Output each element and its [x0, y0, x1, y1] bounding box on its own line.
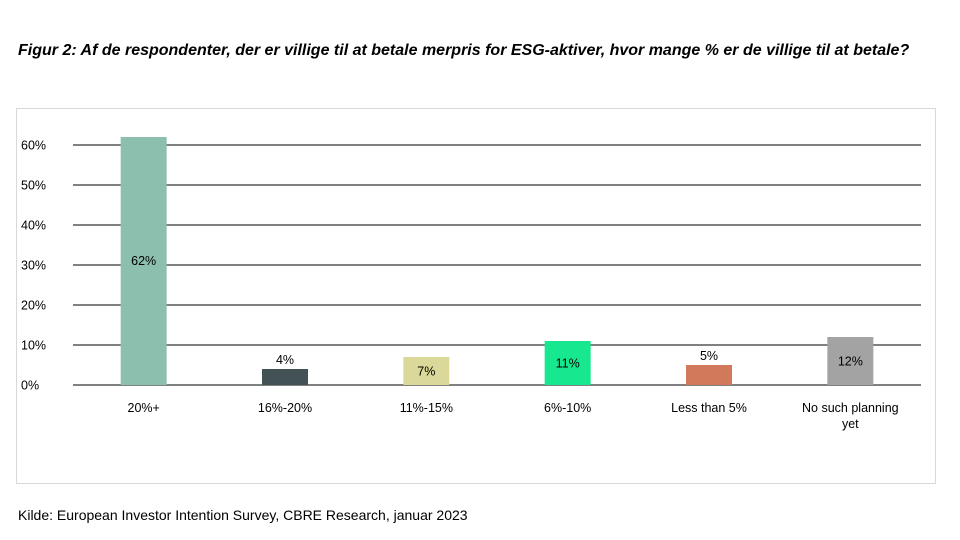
y-tick-label: 40% [21, 219, 46, 233]
chart-area: 0% 10% 20% 30% 40% 50% 60% 62% 20%+ 4% 16%-20% 7% 11… [16, 108, 936, 484]
x-tick-label: 16%-20% [258, 401, 312, 415]
bar [262, 369, 308, 385]
data-label: 12% [838, 355, 863, 369]
x-tick-label: yet [842, 417, 859, 431]
bar [120, 137, 167, 385]
bar [686, 365, 732, 385]
x-tick-label: No such planning [802, 401, 899, 415]
x-tick-label: Less than 5% [671, 401, 747, 415]
y-tick-label: 60% [21, 139, 46, 153]
bar [544, 341, 591, 385]
y-tick-label: 0% [21, 379, 39, 393]
bar [827, 337, 874, 385]
x-tick-label: 20%+ [128, 401, 160, 415]
y-tick-label: 10% [21, 339, 46, 353]
x-tick-label: 11%-15% [400, 401, 453, 415]
data-label: 11% [556, 357, 580, 371]
bar [403, 357, 450, 385]
y-tick-label: 30% [21, 259, 46, 273]
y-tick-label: 50% [21, 179, 46, 193]
x-tick-label: 6%-10% [544, 401, 591, 415]
source-note: Kilde: European Investor Intention Surve… [18, 507, 468, 523]
data-label: 62% [131, 254, 156, 268]
data-label: 7% [417, 365, 435, 379]
chart-title: Figur 2: Af de respondenter, der er vill… [18, 42, 910, 59]
data-label: 4% [276, 353, 294, 367]
data-label: 5% [700, 349, 718, 363]
bar-chart: 0% 10% 20% 30% 40% 50% 60% 62% 20%+ 4% 16%-20% 7% 11… [21, 137, 921, 431]
y-tick-label: 20% [21, 299, 46, 313]
